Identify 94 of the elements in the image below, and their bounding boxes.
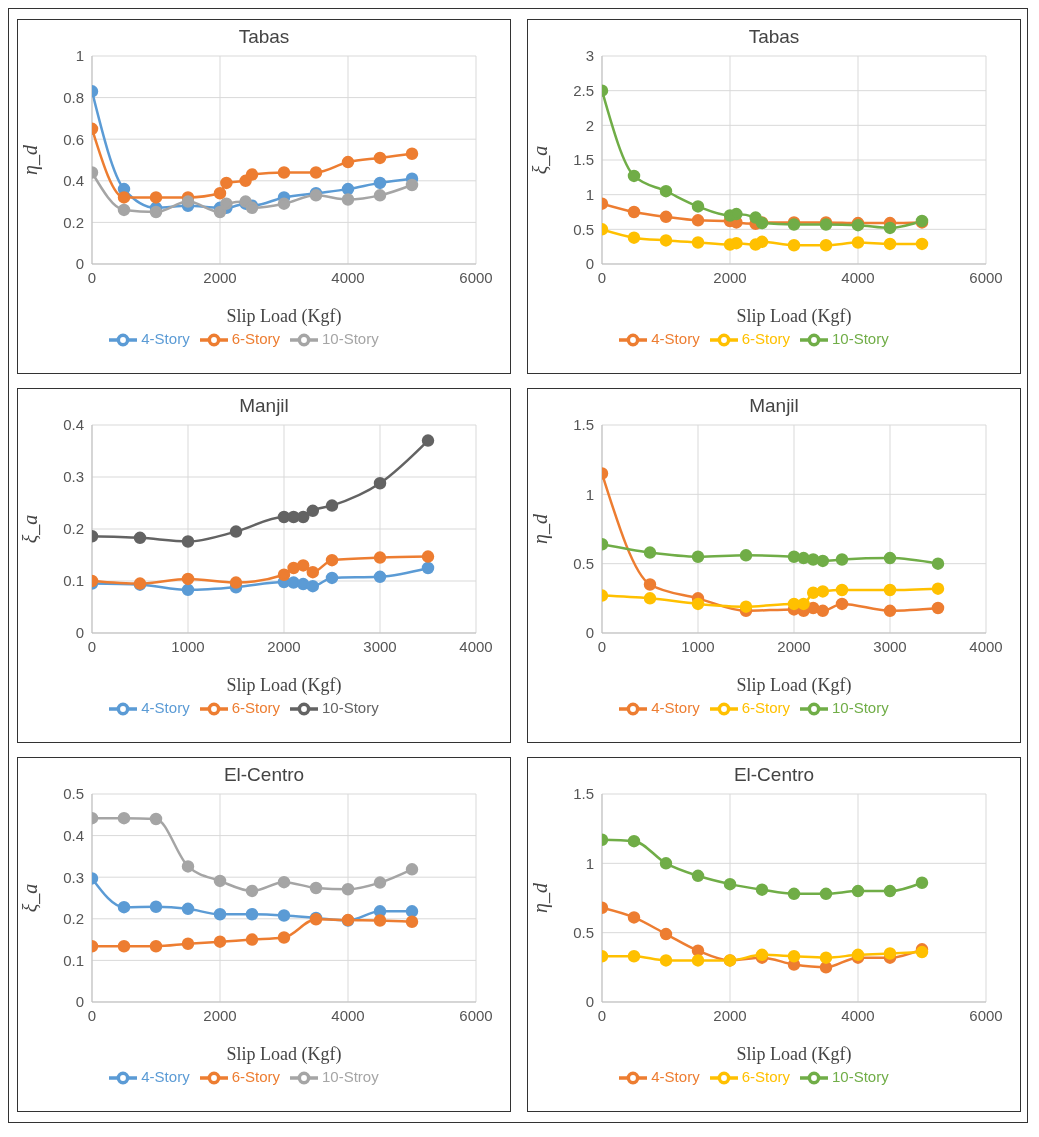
legend-label: 6-Story — [231, 698, 280, 716]
x-tick-label: 2000 — [203, 1006, 237, 1024]
chart-title: El-Centro — [732, 764, 816, 786]
x-tick-label: 1000 — [171, 637, 205, 655]
y-tick-label: 1 — [75, 47, 84, 65]
x-tick-label: 0 — [87, 1006, 97, 1024]
y-tick-label: 2 — [585, 116, 594, 134]
x-axis-title: Slip Load (Kgf) — [736, 1044, 852, 1065]
x-tick-label: 0 — [87, 268, 97, 286]
x-tick-label: 3000 — [873, 637, 907, 655]
y-tick-label: 0.3 — [63, 468, 84, 486]
x-tick-label: 2000 — [713, 1006, 747, 1024]
x-tick-label: 6000 — [969, 268, 1003, 286]
y-tick-label: 0 — [75, 624, 84, 642]
y-tick-label: 0 — [585, 993, 594, 1011]
y-tick-label: 0.3 — [63, 868, 84, 886]
x-tick-label: 6000 — [969, 1006, 1003, 1024]
x-tick-label: 0 — [87, 637, 97, 655]
x-tick-label: 2000 — [203, 268, 237, 286]
y-tick-label: 0.4 — [63, 416, 84, 434]
y-tick-label: 1 — [585, 185, 594, 203]
x-tick-label: 6000 — [459, 268, 493, 286]
y-tick-label: 0.5 — [63, 785, 84, 803]
y-tick-label: 0 — [75, 255, 84, 273]
legend-label: 10-Story — [322, 329, 379, 347]
y-tick-label: 0.6 — [63, 130, 84, 148]
legend-label: 4-Story — [651, 329, 700, 347]
legend-label: 4-Story — [141, 698, 190, 716]
legend-label: 10-Story — [832, 698, 889, 716]
x-tick-label: 0 — [597, 1006, 607, 1024]
x-axis-title: Slip Load (Kgf) — [736, 306, 852, 327]
y-tick-label: 0 — [585, 624, 594, 642]
x-tick-label: 2000 — [777, 637, 811, 655]
x-tick-label: 6000 — [459, 1006, 493, 1024]
x-tick-label: 1000 — [681, 637, 715, 655]
x-tick-label: 0 — [597, 637, 607, 655]
legend-label: 6-Story — [231, 1067, 280, 1085]
y-tick-label: 0.1 — [63, 951, 84, 969]
legend-label: 6-Story — [741, 698, 790, 716]
x-tick-label: 4000 — [841, 1006, 875, 1024]
legend-label: 4-Story — [141, 329, 190, 347]
legend-label: 10-Story — [832, 1067, 889, 1085]
y-tick-label: 0.2 — [63, 213, 84, 231]
y-tick-label: 3 — [585, 47, 594, 65]
legend-label: 4-Story — [651, 1067, 700, 1085]
x-tick-label: 3000 — [363, 637, 397, 655]
x-tick-label: 4000 — [331, 268, 365, 286]
y-tick-label: 1 — [585, 854, 594, 872]
y-tick-label: 0.8 — [63, 88, 84, 106]
legend-label: 10-Story — [322, 698, 379, 716]
y-tick-label: 1 — [585, 485, 594, 503]
legend-label: 6-Story — [741, 1067, 790, 1085]
x-tick-label: 4000 — [841, 268, 875, 286]
y-tick-label: 1.5 — [573, 416, 594, 434]
x-axis-title: Slip Load (Kgf) — [736, 675, 852, 696]
legend-label: 4-Story — [651, 698, 700, 716]
y-axis-title: ξ_a — [19, 514, 42, 544]
y-tick-label: 0.5 — [573, 554, 594, 572]
chart-title: Tabas — [747, 26, 801, 48]
y-tick-label: 0.5 — [573, 220, 594, 238]
y-tick-label: 0 — [75, 993, 84, 1011]
legend-label: 4-Story — [141, 1067, 190, 1085]
x-axis-title: Slip Load (Kgf) — [226, 306, 342, 327]
legend-label: 6-Story — [231, 329, 280, 347]
x-tick-label: 2000 — [713, 268, 747, 286]
y-axis-title: η_d — [529, 882, 553, 913]
y-tick-label: 0.1 — [63, 572, 84, 590]
y-tick-label: 0.2 — [63, 910, 84, 928]
y-axis-title: ξ_a — [19, 883, 42, 913]
x-tick-label: 4000 — [459, 637, 493, 655]
x-tick-label: 4000 — [969, 637, 1003, 655]
y-tick-label: 1.5 — [573, 151, 594, 169]
x-axis-title: Slip Load (Kgf) — [226, 1044, 342, 1065]
legend-label: 10-Stroy — [322, 1067, 379, 1085]
chart-title: Manjil — [748, 395, 800, 417]
y-tick-label: 2.5 — [573, 81, 594, 99]
x-tick-label: 0 — [597, 268, 607, 286]
y-axis-title: η_d — [19, 144, 43, 175]
legend-label: 6-Story — [741, 329, 790, 347]
y-tick-label: 0.5 — [573, 923, 594, 941]
y-tick-label: 0 — [585, 255, 594, 273]
y-axis-title: ξ_a — [529, 145, 552, 175]
chart-title: Tabas — [237, 26, 291, 48]
x-tick-label: 4000 — [331, 1006, 365, 1024]
y-axis-title: η_d — [529, 513, 553, 544]
y-tick-label: 1.5 — [573, 785, 594, 803]
x-tick-label: 2000 — [267, 637, 301, 655]
y-tick-label: 0.2 — [63, 520, 84, 538]
y-tick-label: 0.4 — [63, 172, 84, 190]
chart-title: El-Centro — [222, 764, 306, 786]
y-tick-label: 0.4 — [63, 826, 84, 844]
x-axis-title: Slip Load (Kgf) — [226, 675, 342, 696]
legend-label: 10-Story — [832, 329, 889, 347]
chart-title: Manjil — [238, 395, 290, 417]
